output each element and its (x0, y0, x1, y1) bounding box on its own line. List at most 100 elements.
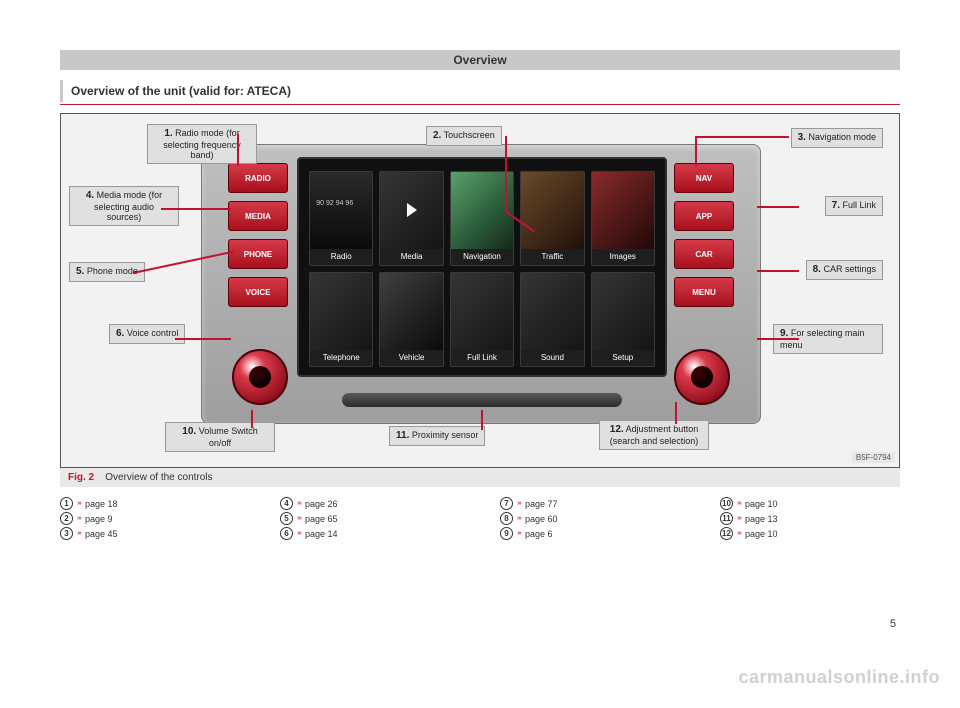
callout-leader (695, 136, 697, 166)
selection-knob[interactable] (674, 349, 730, 405)
app-tile-telephone[interactable]: Telephone (309, 272, 373, 367)
callout-leader (697, 136, 789, 138)
tile-label: Setup (612, 353, 633, 362)
hard-button-radio[interactable]: RADIO (228, 163, 288, 193)
tile-label: Navigation (463, 252, 501, 261)
callout-leader (481, 410, 483, 430)
page-ref[interactable]: 5››› page 65 (280, 512, 460, 525)
app-tile-vehicle[interactable]: Vehicle (379, 272, 443, 367)
chevron-icon: ››› (77, 530, 81, 537)
tile-label: Telephone (323, 353, 360, 362)
ref-page-text: page 13 (745, 514, 778, 524)
callout-12: 12. Adjustment button (search and select… (599, 420, 709, 450)
page-ref[interactable]: 11››› page 13 (720, 512, 900, 525)
radio-frequency-scale: 90 92 94 96 (316, 200, 353, 207)
app-tile-images[interactable]: Images (591, 171, 655, 266)
ref-page-text: page 9 (85, 514, 113, 524)
ref-number: 9 (500, 527, 513, 540)
ref-number: 1 (60, 497, 73, 510)
ref-column: 7››› page 77 8 ››› page 60 9 ››› page 6 (500, 497, 680, 542)
page-ref[interactable]: 6››› page 14 (280, 527, 460, 540)
ref-page-text: page 10 (745, 529, 778, 539)
page-ref[interactable]: 4››› page 26 (280, 497, 460, 510)
hard-button-car[interactable]: CAR (674, 239, 734, 269)
ref-page-text: page 26 (305, 499, 338, 509)
tile-thumb (380, 273, 442, 350)
page-ref[interactable]: 3››› page 45 (60, 527, 240, 540)
ref-number: 8 (500, 512, 513, 525)
app-tile-radio[interactable]: 90 92 94 96Radio (309, 171, 373, 266)
page-ref[interactable]: 1››› page 18 (60, 497, 240, 510)
callout-leader (675, 402, 677, 424)
section-header: Overview (60, 50, 900, 70)
volume-power-knob[interactable] (232, 349, 288, 405)
callout-6: 6. Voice control (109, 324, 185, 344)
chevron-icon: ››› (517, 515, 521, 522)
figure-code: B5F-0794 (852, 452, 895, 463)
app-tile-sound[interactable]: Sound (520, 272, 584, 367)
callout-8: 8. CAR settings (806, 260, 883, 280)
callout-1: 1. Radio mode (for selecting frequency b… (147, 124, 257, 164)
figure-caption-text: Overview of the controls (105, 472, 212, 483)
tile-thumb (380, 172, 442, 249)
page-ref[interactable]: 10 ››› page 10 (720, 497, 900, 510)
hard-button-column-right: NAV APP CAR MENU (674, 163, 734, 315)
chevron-icon: ››› (297, 500, 301, 507)
chevron-icon: ››› (737, 500, 741, 507)
ref-column: 10 ››› page 10 11››› page 13 12››› page 10 (720, 497, 900, 542)
hard-button-voice[interactable]: VOICE (228, 277, 288, 307)
hard-button-media[interactable]: MEDIA (228, 201, 288, 231)
callout-leader (161, 208, 231, 210)
infotainment-device: RADIO MEDIA PHONE VOICE NAV APP CAR MENU 90 92… (201, 144, 761, 424)
page-ref[interactable]: 2››› page 9 (60, 512, 240, 525)
callout-7: 7. Full Link (825, 196, 883, 216)
tile-thumb (310, 172, 372, 249)
hard-button-app[interactable]: APP (674, 201, 734, 231)
tile-label: Media (401, 252, 423, 261)
ref-number: 5 (280, 512, 293, 525)
app-tile-media[interactable]: Media (379, 171, 443, 266)
app-tile-traffic[interactable]: Traffic (520, 171, 584, 266)
chevron-icon: ››› (297, 530, 301, 537)
page-ref[interactable]: 12››› page 10 (720, 527, 900, 540)
tile-thumb (521, 172, 583, 249)
callout-leader (237, 134, 239, 166)
ref-number: 6 (280, 527, 293, 540)
tile-thumb (451, 273, 513, 350)
divider (60, 104, 900, 105)
hard-button-menu[interactable]: MENU (674, 277, 734, 307)
page-number: 5 (890, 618, 896, 630)
tile-label: Full Link (467, 353, 497, 362)
hard-button-phone[interactable]: PHONE (228, 239, 288, 269)
ref-page-text: page 6 (525, 529, 553, 539)
callout-leader (757, 338, 799, 340)
ref-column: 4››› page 265››› page 656››› page 14 (280, 497, 460, 542)
ref-number: 10 (720, 497, 733, 510)
ref-column: 1››› page 18 2››› page 9 3››› page 45 (60, 497, 240, 542)
chevron-icon: ››› (77, 515, 81, 522)
proximity-sensor-bar (342, 393, 622, 407)
callout-leader (251, 410, 253, 428)
hard-button-column-left: RADIO MEDIA PHONE VOICE (228, 163, 288, 315)
touchscreen[interactable]: 90 92 94 96Radio Media Navigation Traffic Im… (297, 157, 667, 377)
ref-page-text: page 60 (525, 514, 558, 524)
tile-thumb (521, 273, 583, 350)
ref-page-text: page 10 (745, 499, 778, 509)
page-ref[interactable]: 7››› page 77 (500, 497, 680, 510)
app-tile-full-link[interactable]: Full Link (450, 272, 514, 367)
hard-button-nav[interactable]: NAV (674, 163, 734, 193)
figure-number: Fig. 2 (68, 472, 94, 483)
callout-leader (175, 338, 231, 340)
chevron-icon: ››› (517, 530, 521, 537)
chevron-icon: ››› (737, 515, 741, 522)
page: Overview Overview of the unit (valid for… (60, 50, 900, 610)
chevron-icon: ››› (297, 515, 301, 522)
tile-label: Images (610, 252, 636, 261)
ref-page-text: page 77 (525, 499, 558, 509)
callout-3: 3. Navigation mode (791, 128, 883, 148)
ref-number: 7 (500, 497, 513, 510)
page-ref[interactable]: 8 ››› page 60 (500, 512, 680, 525)
app-tile-setup[interactable]: Setup (591, 272, 655, 367)
callout-4: 4. Media mode (for selecting audio sourc… (69, 186, 179, 226)
page-ref[interactable]: 9 ››› page 6 (500, 527, 680, 540)
